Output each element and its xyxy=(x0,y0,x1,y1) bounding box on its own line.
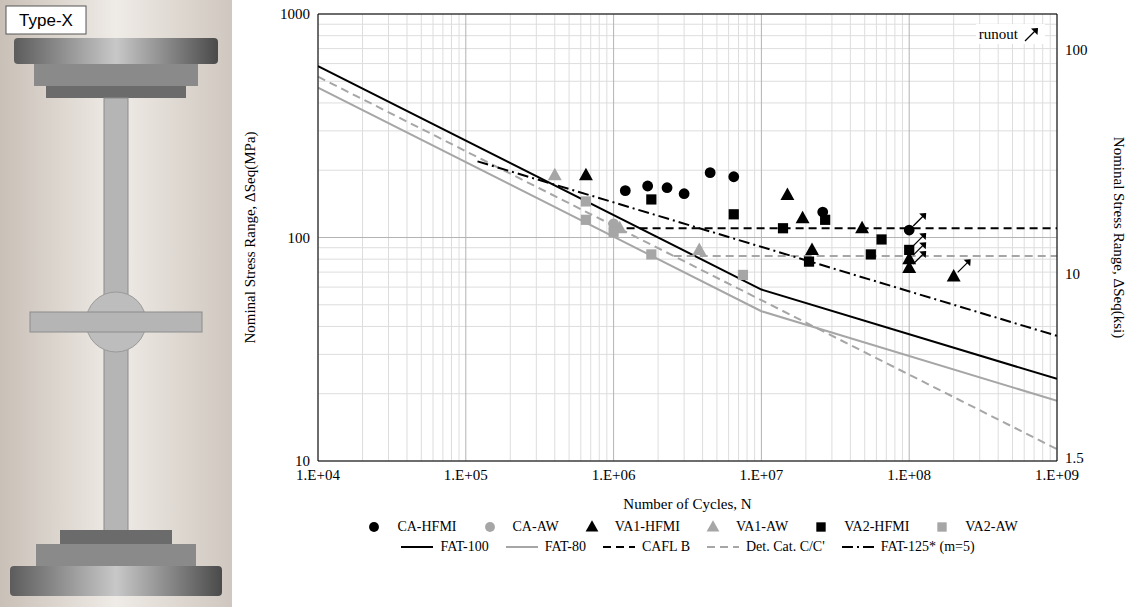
svg-text:10: 10 xyxy=(295,453,310,469)
svg-text:1.E+04: 1.E+04 xyxy=(296,466,340,483)
html-text:VA2-AW: VA2-AW xyxy=(965,519,1018,534)
svg-text:Nominal Stress Range, ΔSeq(MPa: Nominal Stress Range, ΔSeq(MPa) xyxy=(242,131,259,343)
html-text:Det. Cat. C/C': Det. Cat. C/C' xyxy=(746,539,825,554)
html-text:CAFL B: CAFL B xyxy=(641,539,690,554)
html-text:VA2-HFMI: VA2-HFMI xyxy=(844,519,910,534)
svg-text:1.5: 1.5 xyxy=(1065,450,1084,466)
svg-text:10: 10 xyxy=(1065,266,1080,282)
html-text:FAT-80: FAT-80 xyxy=(544,539,586,554)
svg-text:100: 100 xyxy=(288,230,311,246)
html-text:CA-HFMI: CA-HFMI xyxy=(397,519,457,534)
html-text:runout: runout xyxy=(978,25,1018,42)
svg-text:100: 100 xyxy=(1065,42,1088,58)
html-text:VA1-HFMI: VA1-HFMI xyxy=(614,519,680,534)
html-text:CA-AW: CA-AW xyxy=(512,519,559,534)
html-text:FAT-100: FAT-100 xyxy=(440,539,489,554)
svg-text:Type-X: Type-X xyxy=(19,11,73,30)
svg-text:Nominal Stress Range, ΔSeq(ksi: Nominal Stress Range, ΔSeq(ksi) xyxy=(1110,137,1127,338)
svg-text:Number of Cycles, N: Number of Cycles, N xyxy=(623,496,751,512)
html-text:FAT-125* (m=5): FAT-125* (m=5) xyxy=(880,539,975,554)
svg-text:1.E+06: 1.E+06 xyxy=(592,467,636,483)
svg-text:1.E+08: 1.E+08 xyxy=(887,467,931,483)
svg-text:1.E+07: 1.E+07 xyxy=(739,467,783,483)
svg-text:1.E+05: 1.E+05 xyxy=(444,467,488,483)
html-text:VA1-AW: VA1-AW xyxy=(735,519,789,534)
svg-text:1000: 1000 xyxy=(280,6,310,22)
svg-text:1.E+09: 1.E+09 xyxy=(1035,467,1079,483)
